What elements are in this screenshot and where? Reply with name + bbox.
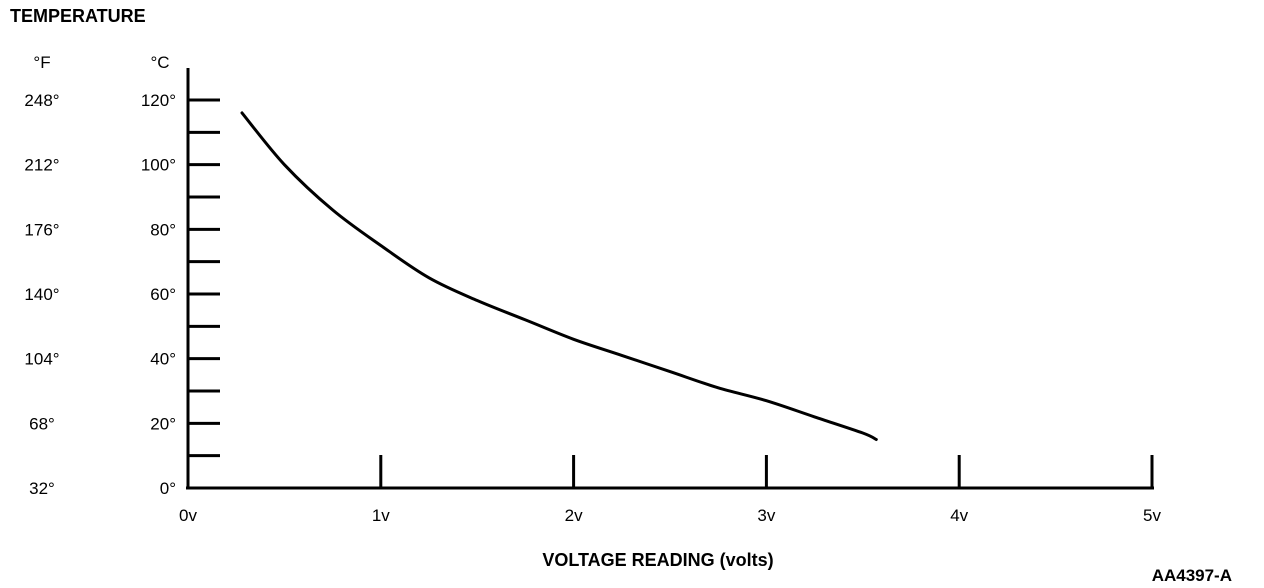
y-tick-label-fahrenheit: 140° bbox=[24, 285, 59, 304]
y-tick-label-celsius: 80° bbox=[150, 220, 176, 239]
x-tick-label: 5v bbox=[1143, 506, 1161, 525]
y-tick-label-fahrenheit: 248° bbox=[24, 91, 59, 110]
y-axis-unit-fahrenheit: °F bbox=[33, 53, 50, 72]
y-tick-label-fahrenheit: 104° bbox=[24, 350, 59, 369]
y-axis-ticks: 0° 20° 40° 60° 80° 100° 120° 32° 68° 104° 140° 176°… bbox=[24, 91, 220, 498]
y-tick-label-celsius: 100° bbox=[141, 156, 176, 175]
figure-id: AA4397-A bbox=[1152, 566, 1232, 585]
y-tick-label-celsius: 60° bbox=[150, 285, 176, 304]
y-tick-label-fahrenheit: 68° bbox=[29, 414, 55, 433]
x-axis-label: VOLTAGE READING (volts) bbox=[542, 550, 773, 570]
x-tick-label: 3v bbox=[757, 506, 775, 525]
y-tick-label-fahrenheit: 32° bbox=[29, 479, 55, 498]
y-tick-label-fahrenheit: 176° bbox=[24, 220, 59, 239]
y-tick-label-celsius: 0° bbox=[160, 479, 176, 498]
y-tick-label-celsius: 20° bbox=[150, 414, 176, 433]
x-tick-label: 2v bbox=[565, 506, 583, 525]
x-tick-label: 4v bbox=[950, 506, 968, 525]
chart-title: TEMPERATURE bbox=[10, 6, 146, 26]
y-tick-label-celsius: 40° bbox=[150, 350, 176, 369]
y-tick-label-fahrenheit: 212° bbox=[24, 156, 59, 175]
x-axis-ticks: 0v 1v 2v 3v 4v 5v bbox=[179, 455, 1161, 525]
y-axis-unit-celsius: °C bbox=[150, 53, 169, 72]
y-tick-label-celsius: 120° bbox=[141, 91, 176, 110]
series-group bbox=[240, 111, 878, 441]
x-tick-label: 1v bbox=[372, 506, 390, 525]
x-tick-label: 0v bbox=[179, 506, 197, 525]
series-line bbox=[240, 111, 878, 441]
